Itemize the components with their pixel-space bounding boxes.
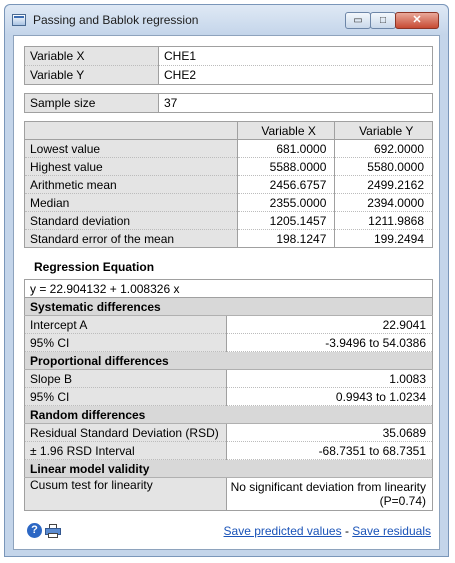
- systematic-differences-title: Systematic differences: [24, 297, 433, 316]
- regression-table: y = 22.904132 + 1.008326 x Systematic di…: [24, 279, 433, 511]
- rsd-label: Residual Standard Deviation (RSD): [24, 423, 227, 442]
- help-icon[interactable]: ?: [27, 523, 42, 538]
- rsd-interval-label: ± 1.96 RSD Interval: [24, 441, 227, 460]
- table-row: Standard error of the mean 198.1247 199.…: [24, 229, 433, 248]
- table-row: ± 1.96 RSD Interval -68.7351 to 68.7351: [24, 441, 433, 460]
- link-separator: -: [341, 524, 353, 538]
- printer-icon[interactable]: [45, 524, 61, 538]
- table-row: Standard deviation 1205.1457 1211.9868: [24, 211, 433, 230]
- stat-label: Median: [24, 193, 238, 212]
- proportional-differences-title: Proportional differences: [24, 351, 433, 370]
- table-row: Lowest value 681.0000 692.0000: [24, 139, 433, 158]
- stat-label: Arithmetic mean: [24, 175, 238, 194]
- stats-header-x: Variable X: [236, 121, 335, 140]
- rsd-value: 35.0689: [226, 423, 433, 442]
- intercept-label: Intercept A: [24, 315, 227, 334]
- stat-x-value: 198.1247: [236, 229, 335, 248]
- footer-links: Save predicted values - Save residuals: [224, 524, 431, 538]
- maximize-button[interactable]: □: [370, 12, 396, 29]
- stat-x-value: 2355.0000: [236, 193, 335, 212]
- sample-size-row: Sample size 37: [24, 93, 433, 113]
- sample-size-table: Sample size 37: [24, 93, 433, 113]
- variable-y-value: CHE2: [158, 65, 433, 85]
- random-differences-title: Random differences: [24, 405, 433, 424]
- regression-equation: y = 22.904132 + 1.008326 x: [24, 279, 433, 298]
- intercept-value: 22.9041: [226, 315, 433, 334]
- group-header-proportional: Proportional differences: [24, 351, 433, 370]
- stats-header-y: Variable Y: [334, 121, 433, 140]
- sample-size-value: 37: [164, 96, 178, 110]
- stat-y-value: 2394.0000: [334, 193, 433, 212]
- table-row: Highest value 5588.0000 5580.0000: [24, 157, 433, 176]
- stat-x-value: 2456.6757: [236, 175, 335, 194]
- table-row: Slope B 1.0083: [24, 369, 433, 388]
- stat-y-value: 199.2494: [334, 229, 433, 248]
- intercept-ci-label: 95% CI: [24, 333, 227, 352]
- minimize-button[interactable]: ▭: [345, 12, 371, 29]
- variable-x-row: Variable X CHE1: [24, 46, 433, 66]
- stat-x-value: 1205.1457: [236, 211, 335, 230]
- save-residuals-link[interactable]: Save residuals: [352, 524, 431, 538]
- regression-equation-title: Regression Equation: [34, 260, 155, 274]
- group-header-validity: Linear model validity: [24, 459, 433, 478]
- app-window-icon: [12, 14, 26, 26]
- slope-ci-label: 95% CI: [24, 387, 227, 406]
- table-row: 95% CI 0.9943 to 1.0234: [24, 387, 433, 406]
- stat-y-value: 1211.9868: [334, 211, 433, 230]
- variables-table: Variable X CHE1 Variable Y CHE2: [24, 46, 433, 85]
- stat-label: Standard deviation: [24, 211, 238, 230]
- cusum-label: Cusum test for linearity: [24, 477, 227, 511]
- stat-y-value: 2499.2162: [334, 175, 433, 194]
- table-row: Median 2355.0000 2394.0000: [24, 193, 433, 212]
- close-button[interactable]: ✕: [395, 12, 439, 29]
- stat-y-value: 5580.0000: [334, 157, 433, 176]
- stats-header-row: Variable X Variable Y: [24, 121, 433, 140]
- stats-header-blank: [24, 121, 238, 140]
- table-row: Residual Standard Deviation (RSD) 35.068…: [24, 423, 433, 442]
- stat-x-value: 5588.0000: [236, 157, 335, 176]
- group-header-systematic: Systematic differences: [24, 297, 433, 316]
- table-row: Arithmetic mean 2456.6757 2499.2162: [24, 175, 433, 194]
- group-header-random: Random differences: [24, 405, 433, 424]
- intercept-ci-value: -3.9496 to 54.0386: [226, 333, 433, 352]
- window-title: Passing and Bablok regression: [33, 13, 199, 27]
- sample-size-label: Sample size: [24, 93, 159, 113]
- results-panel: Variable X CHE1 Variable Y CHE2 Sample s…: [13, 35, 440, 550]
- stat-x-value: 681.0000: [236, 139, 335, 158]
- table-row: Cusum test for linearity No significant …: [24, 477, 433, 511]
- slope-label: Slope B: [24, 369, 227, 388]
- linear-model-validity-title: Linear model validity: [24, 459, 433, 478]
- variable-y-row: Variable Y CHE2: [24, 65, 433, 85]
- cusum-value: No significant deviation from linearity …: [226, 477, 433, 511]
- variable-x-value: CHE1: [158, 46, 433, 66]
- table-row: Intercept A 22.9041: [24, 315, 433, 334]
- stat-label: Standard error of the mean: [24, 229, 238, 248]
- stat-label: Highest value: [24, 157, 238, 176]
- summary-stats-table: Variable X Variable Y Lowest value 681.0…: [24, 121, 433, 248]
- equation-row: y = 22.904132 + 1.008326 x: [24, 279, 433, 298]
- rsd-interval-value: -68.7351 to 68.7351: [226, 441, 433, 460]
- dialog-window: Passing and Bablok regression ▭ □ ✕ Vari…: [4, 4, 449, 557]
- table-row: 95% CI -3.9496 to 54.0386: [24, 333, 433, 352]
- save-predicted-values-link[interactable]: Save predicted values: [223, 524, 342, 538]
- variable-x-label: Variable X: [24, 46, 159, 66]
- stat-label: Lowest value: [24, 139, 238, 158]
- stat-y-value: 692.0000: [334, 139, 433, 158]
- variable-y-label: Variable Y: [24, 65, 159, 85]
- slope-ci-value: 0.9943 to 1.0234: [226, 387, 433, 406]
- slope-value: 1.0083: [226, 369, 433, 388]
- title-bar[interactable]: Passing and Bablok regression ▭ □ ✕: [5, 5, 448, 35]
